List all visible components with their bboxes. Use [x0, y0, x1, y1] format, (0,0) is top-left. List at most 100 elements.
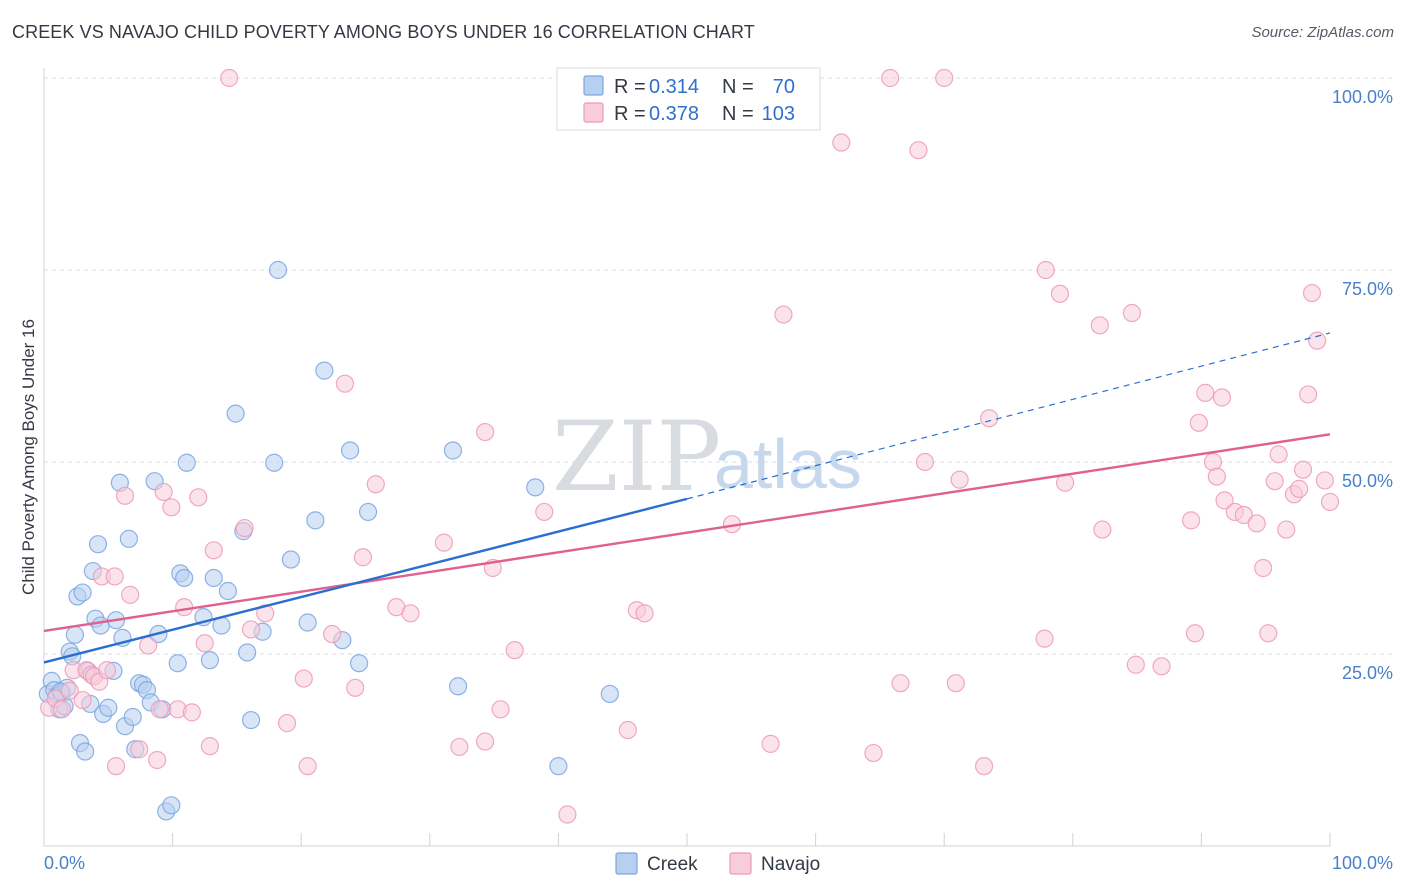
point-navajo: [200, 737, 219, 756]
point-navajo: [761, 734, 780, 753]
point-navajo: [1302, 283, 1322, 303]
point-navajo: [1207, 467, 1226, 486]
point-navajo: [1269, 445, 1288, 464]
point-navajo: [97, 661, 117, 680]
point-navajo: [106, 757, 126, 776]
bottom-legend-creek-swatch: [615, 852, 638, 875]
data-points: [38, 68, 1340, 824]
point-navajo: [204, 541, 223, 560]
point-creek: [448, 677, 468, 696]
watermark-zip: ZIP: [552, 401, 721, 513]
point-navajo: [1308, 331, 1327, 350]
y-tick-label: 75.0%: [1342, 279, 1393, 299]
point-navajo: [1299, 385, 1318, 404]
bottom-legend-navajo-swatch: [729, 852, 752, 875]
point-navajo: [154, 482, 173, 502]
y-tick-label: 50.0%: [1342, 471, 1393, 491]
x-ticks: [172, 833, 1331, 846]
point-navajo: [1090, 316, 1109, 335]
trend-line-creek-projection: [686, 332, 1331, 500]
point-creek: [268, 260, 288, 280]
point-navajo: [121, 585, 140, 604]
y-tick-label: 25.0%: [1342, 663, 1393, 683]
point-creek: [99, 698, 118, 717]
point-navajo: [618, 720, 637, 740]
point-navajo: [915, 452, 935, 472]
correlation-legend: R = 0.314 N = 70 R = 0.378 N = 103: [556, 67, 821, 131]
point-navajo: [491, 700, 510, 719]
y-tick-labels: 25.0% 50.0% 75.0% 100.0%: [1332, 87, 1393, 683]
point-creek: [65, 625, 84, 644]
point-creek: [175, 568, 194, 588]
y-tick-label: 100.0%: [1332, 87, 1393, 107]
point-navajo: [1036, 260, 1055, 280]
bottom-legend-creek-label: Creek: [647, 854, 698, 875]
point-navajo: [220, 68, 239, 88]
point-navajo: [256, 604, 275, 623]
point-navajo: [1247, 514, 1266, 533]
point-navajo: [139, 636, 158, 655]
point-creek: [358, 502, 378, 522]
legend-navajo-n-value: 103: [762, 103, 795, 125]
point-creek: [349, 654, 369, 673]
point-navajo: [346, 678, 365, 697]
series-legend: Creek Navajo: [615, 852, 820, 875]
point-creek: [200, 651, 219, 670]
point-navajo: [1185, 624, 1205, 643]
point-creek: [168, 654, 187, 673]
point-creek: [241, 710, 261, 730]
point-navajo: [298, 757, 317, 776]
point-navajo: [335, 374, 355, 393]
point-navajo: [558, 805, 577, 824]
point-navajo: [189, 488, 208, 507]
point-navajo: [935, 68, 954, 88]
legend-navajo-swatch: [583, 102, 604, 123]
point-navajo: [1234, 505, 1253, 525]
point-creek: [123, 707, 142, 727]
point-creek: [73, 583, 92, 602]
legend-creek-n-value: 70: [773, 76, 795, 98]
point-navajo: [353, 548, 373, 567]
point-navajo: [1215, 491, 1234, 510]
point-navajo: [1265, 472, 1284, 491]
point-creek: [177, 453, 196, 472]
point-navajo: [635, 604, 654, 623]
point-navajo: [974, 757, 994, 776]
point-navajo: [366, 475, 385, 494]
point-navajo: [175, 598, 194, 617]
legend-creek-r-value: 0.314: [649, 76, 699, 98]
point-navajo: [401, 604, 420, 623]
point-navajo: [1277, 520, 1296, 539]
legend-creek-swatch: [583, 75, 604, 96]
point-navajo: [1152, 657, 1171, 676]
point-creek: [204, 568, 223, 588]
point-navajo: [1050, 284, 1070, 303]
point-creek: [238, 643, 257, 662]
point-navajo: [148, 750, 167, 770]
point-navajo: [73, 690, 92, 710]
point-navajo: [1293, 460, 1313, 479]
point-navajo: [182, 703, 201, 722]
point-navajo: [277, 714, 297, 733]
point-navajo: [946, 674, 965, 693]
point-navajo: [980, 409, 999, 428]
point-navajo: [1189, 413, 1208, 432]
point-navajo: [1122, 303, 1142, 323]
point-creek: [340, 441, 360, 460]
point-navajo: [105, 567, 124, 586]
trend-lines: [43, 332, 1331, 664]
source-label: Source: ZipAtlas.com: [1251, 24, 1394, 41]
point-creek: [265, 453, 284, 472]
point-navajo: [60, 681, 79, 700]
point-navajo: [475, 732, 495, 751]
point-navajo: [1212, 388, 1232, 407]
point-navajo: [322, 624, 342, 644]
point-navajo: [130, 740, 149, 759]
point-navajo: [475, 422, 495, 442]
legend-navajo-r-value: 0.378: [649, 103, 699, 125]
point-navajo: [1315, 471, 1334, 490]
x-tick-label-max: 100.0%: [1332, 853, 1393, 873]
point-navajo: [150, 700, 169, 719]
point-navajo: [434, 533, 454, 552]
